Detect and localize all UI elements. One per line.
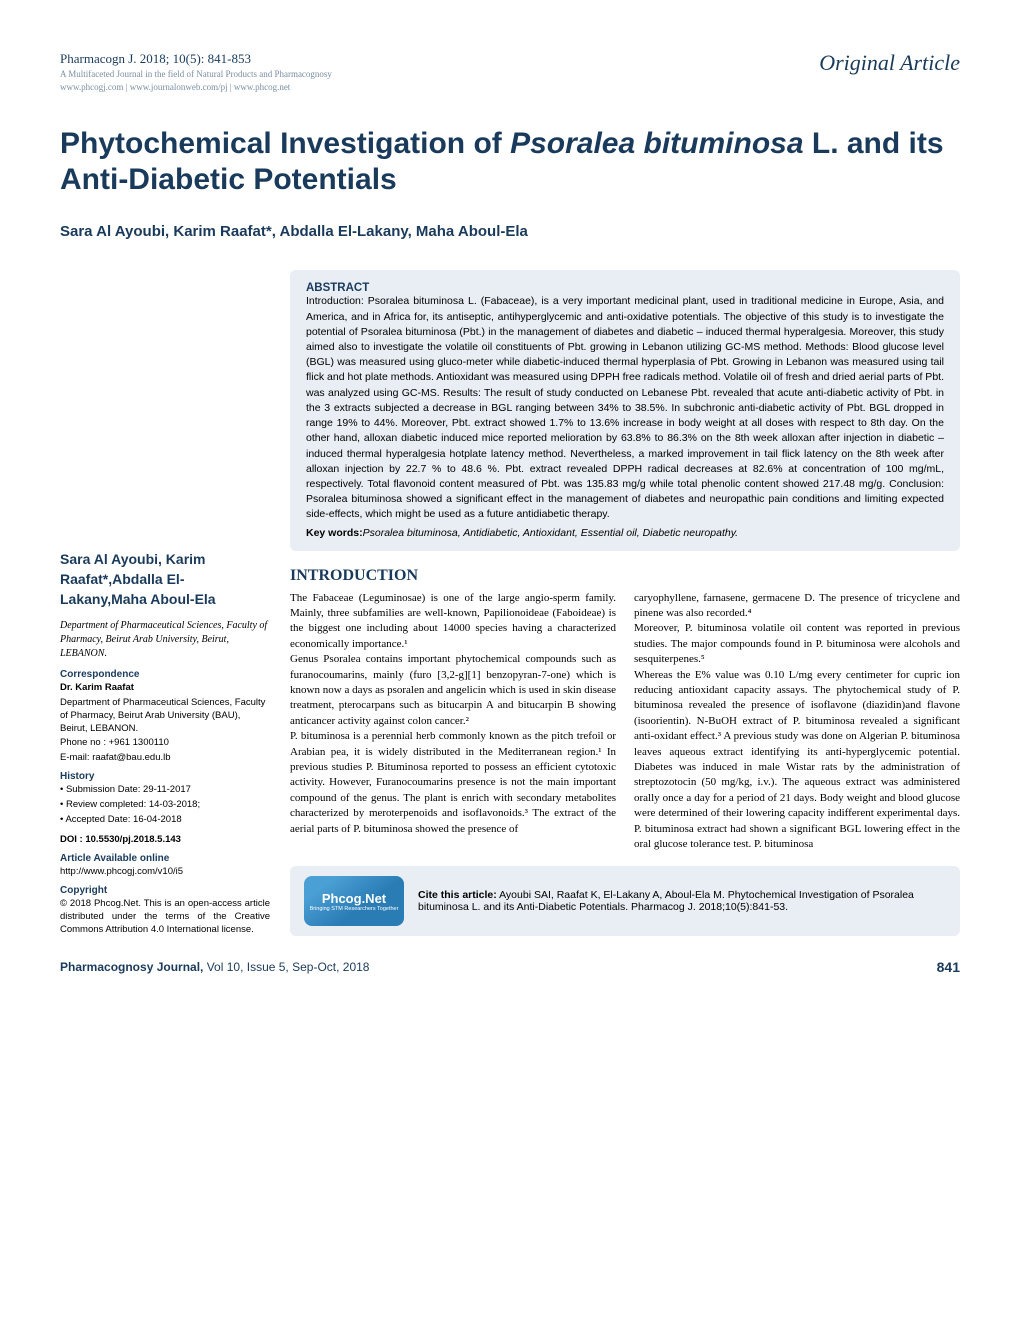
available-url: http://www.phcogj.com/v10/i5	[60, 866, 270, 879]
intro-para: The Fabaceae (Leguminosae) is one of the…	[290, 591, 616, 653]
logo-subtext: Bringing STM Researchers Together	[310, 906, 399, 912]
history-item: • Accepted Date: 16-04-2018	[60, 814, 270, 827]
article-type: Original Article	[819, 50, 960, 76]
abstract-box: ABSTRACT Introduction: Psoralea bitumino…	[290, 270, 960, 550]
cite-text: Cite this article: Ayoubi SAI, Raafat K,…	[418, 889, 946, 913]
abstract-heading: ABSTRACT	[306, 282, 944, 294]
copyright-text: © 2018 Phcog.Net. This is an open-access…	[60, 898, 270, 936]
available-label: Article Available online	[60, 853, 270, 864]
logo-text: Phcog.Net	[322, 891, 386, 906]
phcog-logo: Phcog.Net Bringing STM Researchers Toget…	[304, 876, 404, 926]
page-number: 841	[937, 959, 960, 975]
intro-para: Whereas the E% value was 0.10 L/mg every…	[634, 668, 960, 853]
email-line: E-mail: raafat@bau.edu.lb	[60, 752, 270, 765]
journal-urls: www.phcogj.com | www.journalonweb.com/pj…	[60, 81, 332, 94]
history-label: History	[60, 771, 270, 782]
doi-line: DOI : 10.5530/pj.2018.5.143	[60, 834, 270, 847]
correspondence-label: Correspondence	[60, 669, 270, 680]
copyright-label: Copyright	[60, 885, 270, 896]
article-title: Phytochemical Investigation of Psoralea …	[60, 126, 960, 198]
corr-address: Department of Pharmaceutical Sciences, F…	[60, 697, 270, 735]
intro-para: P. bituminosa is a perennial herb common…	[290, 729, 616, 837]
cite-box: Phcog.Net Bringing STM Researchers Toget…	[290, 866, 960, 936]
footer-journal: Pharmacognosy Journal, Vol 10, Issue 5, …	[60, 960, 369, 974]
sidebar-authors: Sara Al Ayoubi, Karim Raafat*,Abdalla El…	[60, 550, 270, 609]
introduction-body: The Fabaceae (Leguminosae) is one of the…	[290, 591, 960, 853]
journal-subtitle: A Multifaceted Journal in the field of N…	[60, 68, 332, 81]
sidebar: Sara Al Ayoubi, Karim Raafat*,Abdalla El…	[60, 270, 270, 938]
corr-name: Dr. Karim Raafat	[60, 682, 270, 695]
history-item: • Review completed: 14-03-2018;	[60, 799, 270, 812]
page-header: Pharmacogn J. 2018; 10(5): 841-853 A Mul…	[60, 50, 960, 101]
intro-para: Moreover, P. bituminosa volatile oil con…	[634, 621, 960, 667]
page-footer: Pharmacognosy Journal, Vol 10, Issue 5, …	[60, 959, 960, 975]
authors-line: Sara Al Ayoubi, Karim Raafat*, Abdalla E…	[60, 223, 960, 240]
keywords-line: Key words:Psoralea bituminosa, Antidiabe…	[306, 527, 944, 539]
history-item: • Submission Date: 29-11-2017	[60, 784, 270, 797]
header-left: Pharmacogn J. 2018; 10(5): 841-853 A Mul…	[60, 50, 332, 93]
sidebar-affiliation: Department of Pharmaceutical Sciences, F…	[60, 619, 270, 661]
abstract-text: Introduction: Psoralea bituminosa L. (Fa…	[306, 294, 944, 522]
main-content: ABSTRACT Introduction: Psoralea bitumino…	[290, 270, 960, 938]
intro-para: Genus Psoralea contains important phytoc…	[290, 652, 616, 729]
journal-reference: Pharmacogn J. 2018; 10(5): 841-853	[60, 50, 332, 68]
phone-line: Phone no : +961 1300110	[60, 737, 270, 750]
introduction-heading: INTRODUCTION	[290, 567, 960, 585]
intro-para: caryophyllene, farnasene, germacene D. T…	[634, 591, 960, 622]
